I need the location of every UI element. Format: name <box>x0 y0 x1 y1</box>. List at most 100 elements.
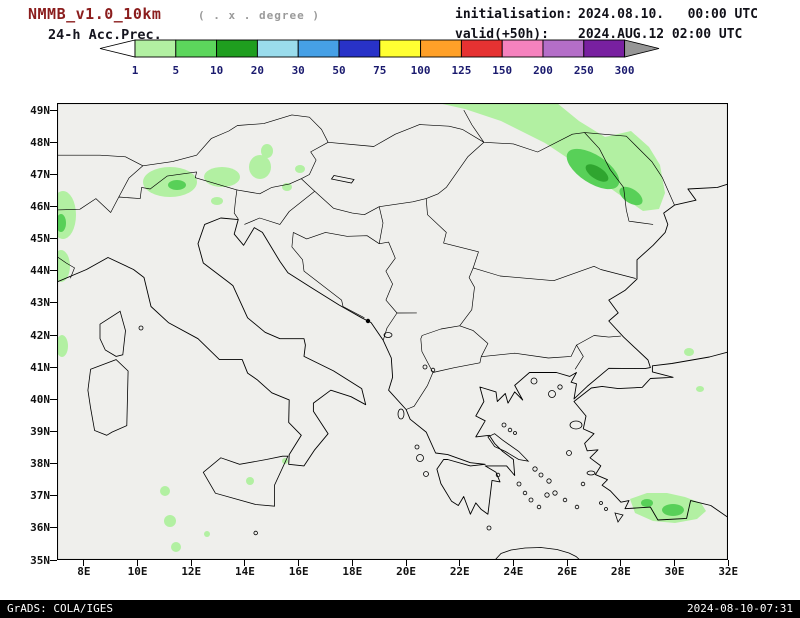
legend-tick-label: 75 <box>373 64 386 77</box>
axis-tick <box>727 560 729 566</box>
lon-label: 18E <box>342 565 363 578</box>
lon-label: 14E <box>235 565 255 578</box>
legend-cell <box>542 39 585 58</box>
legend-tick-label: 200 <box>533 64 553 77</box>
lon-label: 20E <box>396 565 416 578</box>
axis-tick <box>50 173 57 175</box>
lon-label: 30E <box>664 565 685 578</box>
precip-colorbar-legend: 1 5 10 20 30 50 75 100 125 150 200 250 300 <box>99 39 660 77</box>
axis-tick <box>50 238 57 240</box>
lat-label: 43N <box>30 296 50 310</box>
legend-cell <box>134 39 177 58</box>
legend-tick-label: 125 <box>451 64 471 77</box>
precipitation-shading <box>57 103 706 552</box>
legend-cell <box>379 39 422 58</box>
axis-tick <box>244 560 246 566</box>
lat-label: 38N <box>30 457 50 471</box>
lat-label: 45N <box>30 232 50 246</box>
lon-label: 12E <box>181 565 202 578</box>
axis-tick <box>50 334 57 336</box>
axis-tick <box>83 560 85 566</box>
axis-tick <box>50 141 57 143</box>
legend-tick-label: 30 <box>292 64 305 77</box>
axis-tick <box>50 527 57 529</box>
lon-label: 32E <box>718 565 739 578</box>
axis-tick <box>50 431 57 433</box>
lon-label: 26E <box>557 565 578 578</box>
axis-tick <box>50 109 57 111</box>
lat-label: 44N <box>30 264 50 278</box>
axis-tick <box>298 560 300 566</box>
lat-label: 37N <box>30 489 50 503</box>
legend-cell <box>216 39 258 58</box>
legend-tick-label: 20 <box>251 64 264 77</box>
lon-label: 22E <box>449 565 470 578</box>
axis-tick <box>566 560 568 566</box>
legend-cell <box>583 39 626 58</box>
axis-tick <box>674 560 676 566</box>
lon-label: 8E <box>77 565 91 578</box>
axis-tick <box>50 302 57 304</box>
grads-credit: GrADS: COLA/IGES <box>7 602 113 615</box>
creation-timestamp: 2024-08-10-07:31 <box>687 602 793 615</box>
axis-tick <box>459 560 461 566</box>
legend-under-range-arrow <box>99 39 136 58</box>
init-label: initialisation: <box>455 7 573 22</box>
lat-label: 40N <box>30 392 50 406</box>
axis-tick <box>190 560 192 566</box>
model-title: NMMB_v1.0_10km <box>28 5 162 23</box>
axis-tick <box>50 495 57 497</box>
legend-tick-label: 300 <box>615 64 635 77</box>
axis-tick <box>351 560 353 566</box>
axis-tick <box>50 559 57 561</box>
grid-resolution-note: ( . x . degree ) <box>198 9 320 22</box>
lat-label: 35N <box>30 553 50 567</box>
legend-cell <box>256 39 299 58</box>
axis-tick <box>50 270 57 272</box>
axis-tick <box>405 560 407 566</box>
valid-value: 2024.AUG.12 02:00 UTC <box>578 27 743 42</box>
valid-label: valid(+50h): <box>455 27 549 42</box>
coastlines <box>57 183 728 521</box>
legend-tick-label: 50 <box>332 64 345 77</box>
lat-label: 42N <box>30 328 50 342</box>
coast-point-marker <box>365 318 371 324</box>
legend-tick-label: 250 <box>574 64 594 77</box>
legend-tick-label: 150 <box>492 64 512 77</box>
lat-label: 41N <box>30 360 50 374</box>
legend-tick-label: 5 <box>172 64 179 77</box>
footer-bar: GrADS: COLA/IGES 2024-08-10-07:31 <box>0 600 800 618</box>
axis-tick <box>50 366 57 368</box>
axis-tick <box>50 206 57 208</box>
axis-tick <box>137 560 139 566</box>
islands <box>87 310 624 560</box>
lat-label: 46N <box>30 200 50 214</box>
legend-cell <box>297 39 340 58</box>
legend-tick-label: 10 <box>210 64 223 77</box>
legend-tick-label: 1 <box>132 64 139 77</box>
map-canvas <box>57 103 728 560</box>
legend-cell <box>420 39 462 58</box>
lat-label: 39N <box>30 425 50 439</box>
legend-over-range-arrow <box>624 39 660 58</box>
lon-label: 28E <box>610 565 631 578</box>
legend-cell <box>501 39 544 58</box>
axis-tick <box>50 398 57 400</box>
lat-label: 47N <box>30 167 50 181</box>
legend-cell <box>175 39 218 58</box>
lon-label: 24E <box>503 565 524 578</box>
lon-label: 10E <box>127 565 148 578</box>
axis-tick <box>620 560 622 566</box>
lat-label: 36N <box>30 521 50 535</box>
country-borders <box>57 109 675 410</box>
legend-tick-label: 100 <box>411 64 431 77</box>
lat-label: 48N <box>30 135 50 149</box>
lat-label: 49N <box>30 103 50 117</box>
legend-cell <box>460 39 503 58</box>
axis-tick <box>50 463 57 465</box>
axis-tick <box>512 560 514 566</box>
init-value: 2024.08.10. 00:00 UTC <box>578 7 759 22</box>
map-frame <box>57 103 728 560</box>
lon-label: 16E <box>288 565 309 578</box>
